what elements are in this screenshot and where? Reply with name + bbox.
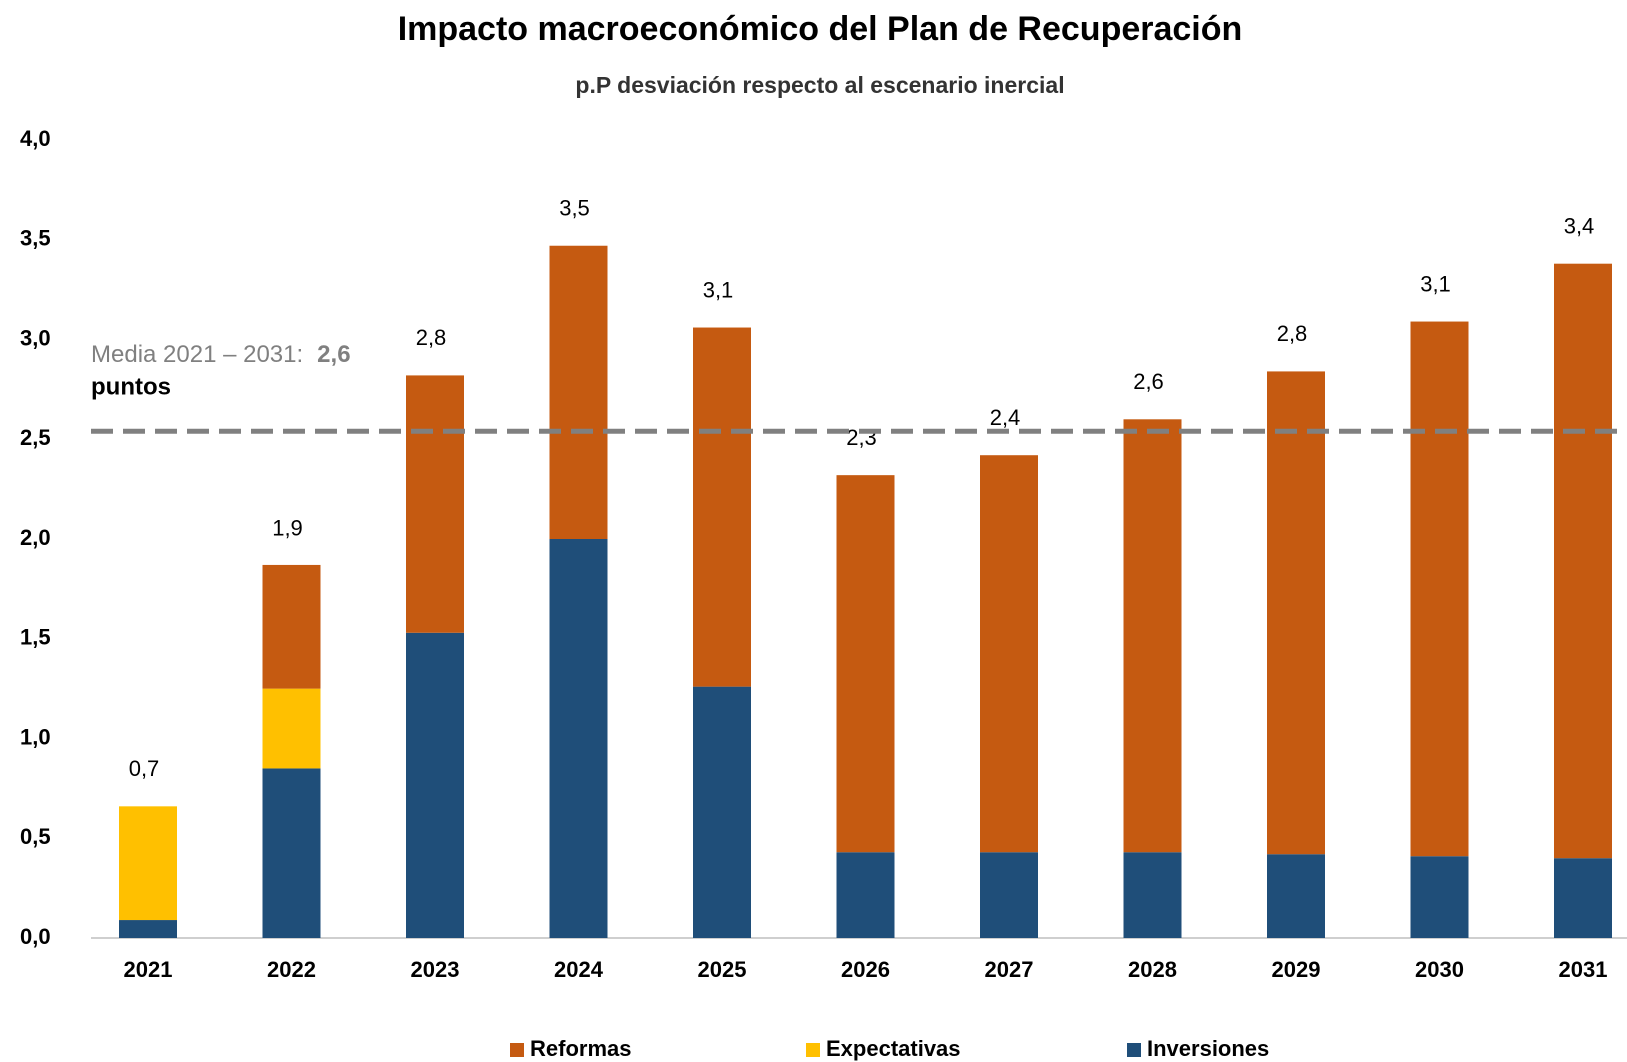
y-tick-label: 1,5 (20, 625, 51, 650)
x-tick-label: 2026 (841, 957, 890, 982)
x-tick-label: 2024 (554, 957, 604, 982)
legend-swatch (806, 1043, 820, 1057)
y-tick-label: 2,5 (20, 425, 51, 450)
bar-segment (262, 768, 321, 938)
y-tick-label: 1,0 (20, 724, 51, 749)
y-tick-label: 3,5 (20, 226, 51, 251)
bar-segment (693, 686, 751, 938)
bar-segment (980, 852, 1038, 938)
bar-segment (1410, 321, 1469, 857)
bar-segment (836, 475, 895, 853)
bar-segment (1267, 854, 1325, 938)
x-tick-label: 2022 (267, 957, 316, 982)
mean-text: Media 2021 – 2031: (91, 341, 303, 368)
bar-segment (406, 632, 464, 938)
y-tick-label: 0,0 (20, 924, 51, 949)
total-label: 2,3 (846, 425, 877, 450)
total-label: 2,8 (1277, 321, 1308, 346)
total-label: 2,4 (990, 405, 1021, 430)
bar-segment (980, 455, 1038, 853)
bar-segment (1554, 858, 1612, 938)
total-label: 3,1 (703, 277, 734, 302)
x-tick-label: 2031 (1559, 957, 1608, 982)
total-label: 3,5 (559, 196, 590, 221)
bar-segment (1123, 419, 1182, 853)
total-label: 2,8 (416, 325, 447, 350)
y-tick-label: 3,0 (20, 325, 51, 350)
bar-segment (406, 375, 464, 633)
bar-segment (693, 327, 751, 687)
x-tick-label: 2030 (1415, 957, 1464, 982)
bar-segment (119, 806, 177, 921)
bar-segment (1123, 852, 1182, 938)
bar-segment (262, 564, 321, 689)
x-tick-label: 2021 (124, 957, 173, 982)
legend-swatch (1127, 1043, 1141, 1057)
y-tick-label: 4,0 (20, 126, 51, 151)
legend-label: Expectativas (826, 1036, 961, 1061)
bar-segment (549, 245, 608, 540)
total-label: 1,9 (272, 516, 303, 541)
x-tick-label: 2027 (985, 957, 1034, 982)
bar-segment (119, 920, 177, 938)
bar-segment (1410, 856, 1469, 938)
y-tick-label: 2,0 (20, 525, 51, 550)
legend-label: Reformas (530, 1036, 631, 1061)
bar-segment (1554, 263, 1612, 859)
y-tick-label: 0,5 (20, 824, 51, 849)
mean-annotation: Media 2021 – 2031: 2,6 (91, 341, 351, 368)
x-tick-label: 2028 (1128, 957, 1177, 982)
x-tick-label: 2025 (698, 957, 747, 982)
legend-label: Inversiones (1147, 1036, 1269, 1061)
bar-segment (1267, 371, 1325, 855)
x-tick-label: 2029 (1272, 957, 1321, 982)
chart-title: Impacto macroeconómico del Plan de Recup… (398, 10, 1243, 48)
total-label: 0,7 (129, 756, 160, 781)
legend-swatch (510, 1043, 524, 1057)
x-tick-label: 2023 (411, 957, 460, 982)
bar-segment (262, 688, 321, 769)
chart-subtitle: p.P desviación respecto al escenario ine… (575, 72, 1064, 98)
total-label: 3,1 (1420, 271, 1451, 296)
total-label: 3,4 (1564, 214, 1595, 239)
bar-segment (836, 852, 895, 938)
total-label: 2,6 (1133, 369, 1164, 394)
mean-unit: puntos (91, 373, 171, 400)
mean-value: 2,6 (317, 341, 350, 368)
bar-segment (549, 539, 608, 938)
